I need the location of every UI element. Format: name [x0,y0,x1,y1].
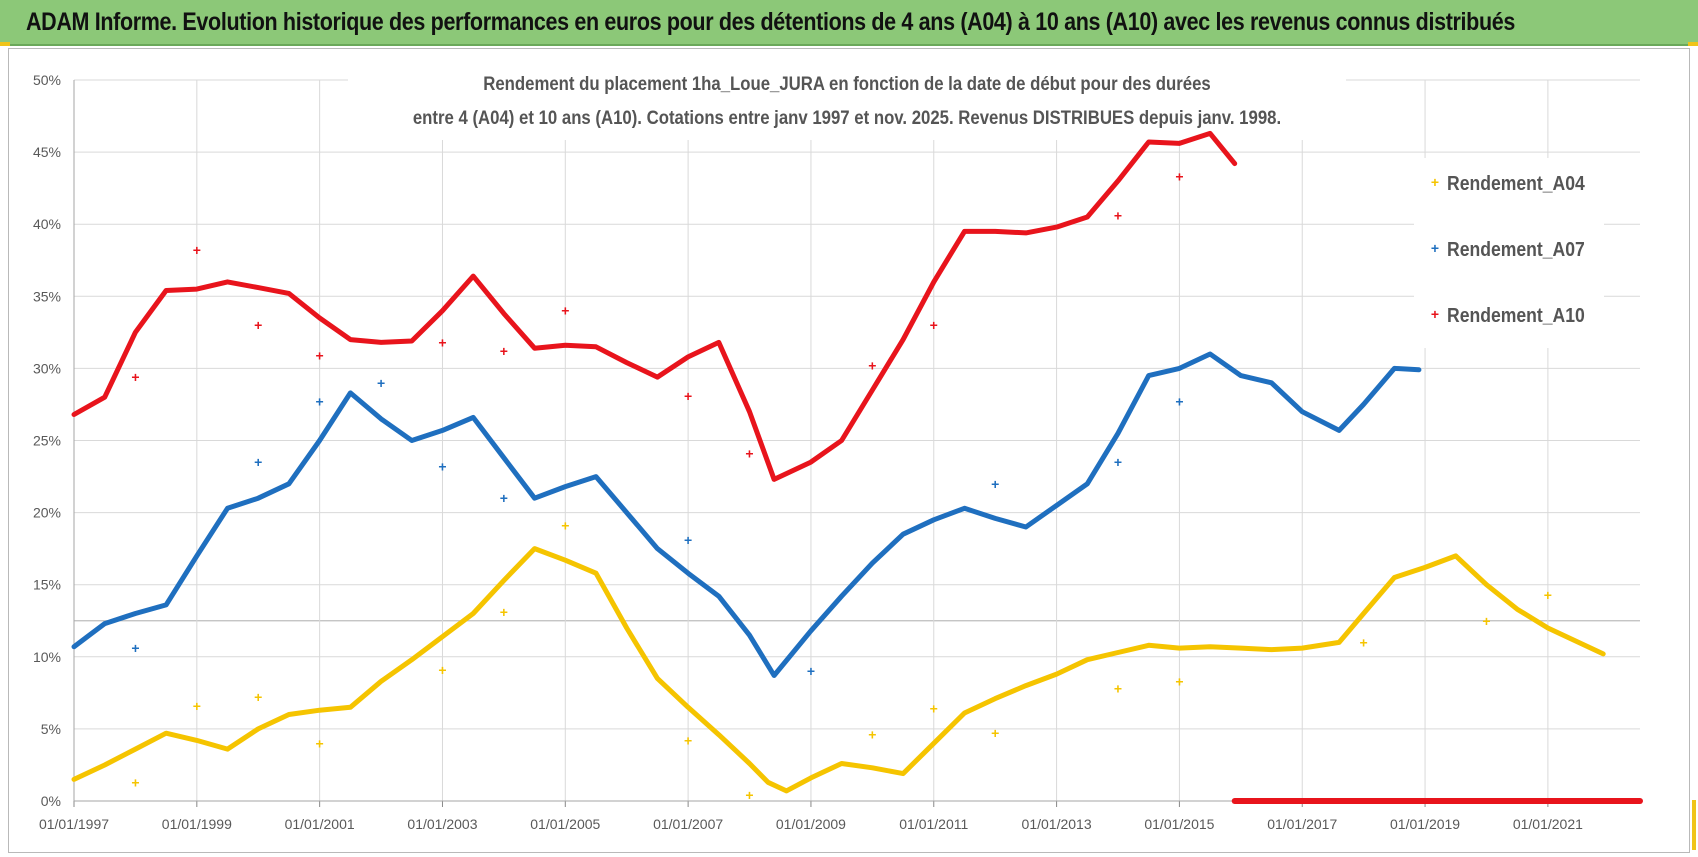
chart-title-line-1: Rendement du placement 1ha_Loue_JURA en … [483,73,1210,94]
scatter-point-a07: + [316,394,324,410]
x-tick-label: 01/01/1997 [39,816,109,832]
scatter-point-a04: + [1175,673,1183,689]
y-tick-label: 10% [33,649,61,665]
scatter-points: + + + + + + + + + + + + + + + + + + + + + + + + + + + + + + + + + + + + + + + +… [131,169,1552,804]
chart-title-line-2: entre 4 (A04) et 10 ans (A10). Cotations… [413,107,1281,128]
scatter-point-a07: + [807,663,815,679]
scatter-point-a10: + [131,369,139,385]
legend-background [1414,158,1604,348]
chart-frame [8,48,1690,853]
y-tick-label: 50% [33,72,61,88]
scatter-point-a10: + [1114,208,1122,224]
scatter-point-a07: + [991,476,999,492]
title-background [348,70,1346,140]
y-tick-label: 20% [33,505,61,521]
scatter-point-a10: + [438,334,446,350]
scatter-point-a07: + [377,375,385,391]
scatter-point-a04: + [254,689,262,705]
scatter-point-a07: + [1114,454,1122,470]
y-tick-label: 25% [33,433,61,449]
x-tick-label: 01/01/2011 [899,816,968,832]
series-line-a10 [71,130,1238,482]
scatter-point-a10: + [316,347,324,363]
data-series [71,130,1643,804]
scatter-point-a10: + [193,242,201,258]
scatter-point-a04: + [1360,634,1368,650]
scatter-point-a04: + [684,732,692,748]
x-tick-label: 01/01/2009 [776,816,846,832]
y-tick-label: 45% [33,144,61,160]
y-tick-label: 30% [33,360,61,376]
series-line-a07 [71,351,1422,678]
scatter-point-a07: + [500,490,508,506]
legend-marker-a07: + [1431,240,1439,256]
scatter-point-a04: + [438,662,446,678]
scatter-point-a04: + [1114,681,1122,697]
scatter-point-a10: + [254,317,262,333]
scatter-point-a10: + [1175,169,1183,185]
scatter-point-a07: + [438,458,446,474]
scatter-point-a07: + [254,454,262,470]
legend-label-a04: Rendement_A04 [1447,172,1585,194]
scatter-point-a04: + [561,518,569,534]
y-tick-label: 40% [33,216,61,232]
legend-label-a10: Rendement_A10 [1447,304,1585,326]
y-axis-ticks: 0% 5% 10% 15% 20% 25% 30% 35% 40% 45% 50% [33,72,61,809]
scatter-point-a04: + [316,735,324,751]
x-tick-label: 01/01/1999 [162,816,232,832]
y-tick-label: 5% [41,721,61,737]
scatter-point-a10: + [930,317,938,333]
x-tick-label: 01/01/2019 [1390,816,1460,832]
scatter-point-a04: + [1544,587,1552,603]
y-tick-label: 15% [33,577,61,593]
legend-label-a07: Rendement_A07 [1447,238,1585,260]
scatter-point-a07: + [131,640,139,656]
legend-marker-a10: + [1431,306,1439,322]
x-tick-label: 01/01/2005 [530,816,600,832]
x-tick-label: 01/01/2015 [1144,816,1214,832]
x-tick-label: 01/01/2007 [653,816,723,832]
scatter-point-a10: + [684,388,692,404]
grid-lines [73,79,1640,807]
scatter-point-a07: + [684,532,692,548]
x-tick-label: 01/01/2021 [1513,816,1583,832]
x-tick-label: 01/01/2017 [1267,816,1337,832]
x-tick-label: 01/01/2013 [1022,816,1092,832]
scatter-point-a10: + [561,303,569,319]
y-tick-label: 0% [41,793,61,809]
banner-title: ADAM Informe. Evolution historique des p… [26,8,1515,36]
scatter-point-a10: + [500,343,508,359]
scatter-point-a04: + [868,727,876,743]
legend: + Rendement_A04 + Rendement_A07 + Rendement_A… [1414,158,1604,348]
scatter-point-a04: + [991,725,999,741]
corner-mark-top-left [0,42,10,46]
scatter-point-a04: + [500,604,508,620]
y-tick-label: 35% [33,288,61,304]
scatter-point-a10: + [745,445,753,461]
scatter-point-a04: + [745,787,753,803]
scatter-point-a10: + [868,358,876,374]
legend-marker-a04: + [1431,174,1439,190]
scatter-point-a04: + [131,774,139,790]
series-line-a04 [71,546,1606,794]
scatter-point-a04: + [930,701,938,717]
header-banner: ADAM Informe. Evolution historique des p… [0,0,1698,46]
x-tick-label: 01/01/2001 [285,816,355,832]
x-tick-label: 01/01/2003 [407,816,477,832]
x-axis-ticks: 01/01/1997 01/01/1999 01/01/2001 01/01/2003… [39,816,1583,832]
scatter-point-a07: + [1175,394,1183,410]
scatter-point-a04: + [193,698,201,714]
scatter-point-a04: + [1482,613,1490,629]
corner-mark-bottom-right [1692,800,1696,850]
corner-mark-top-right [1688,42,1698,46]
